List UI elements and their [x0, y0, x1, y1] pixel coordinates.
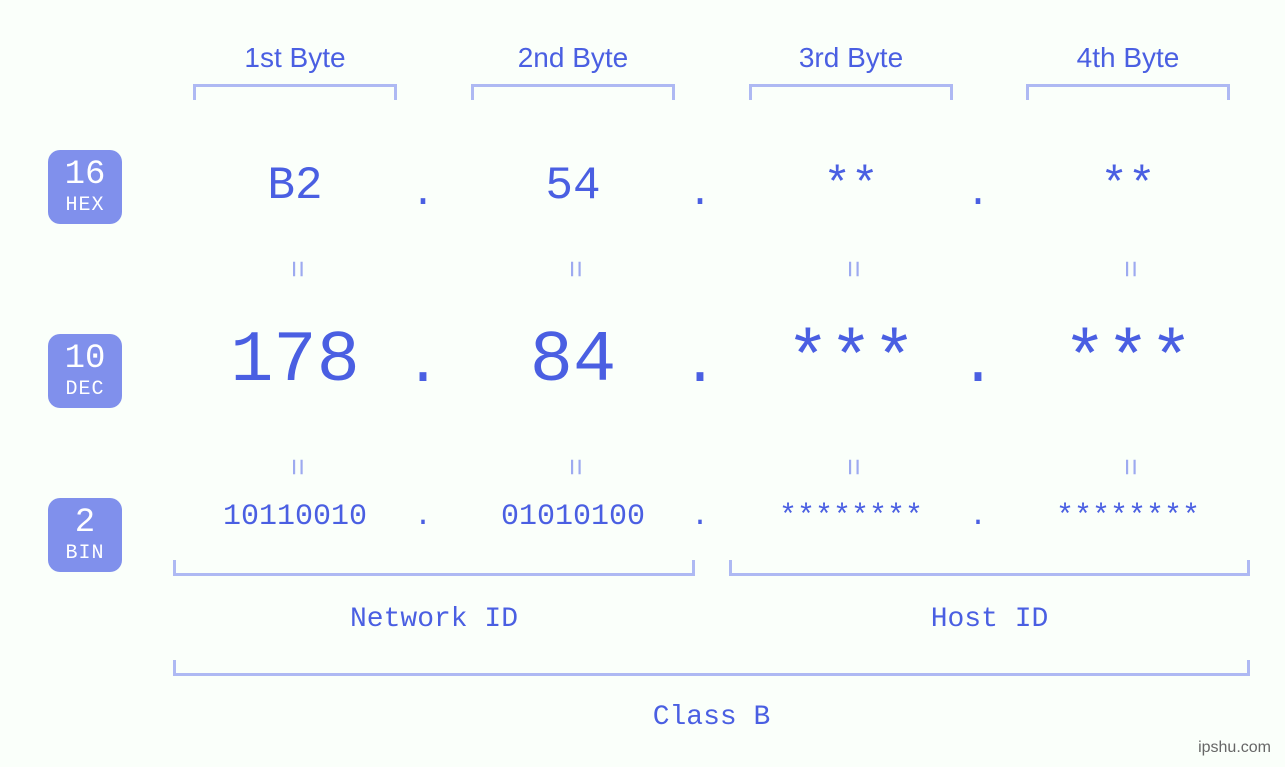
bin-dot-1: . — [398, 500, 448, 534]
eq1-3: = — [834, 249, 868, 289]
badge-bin-num: 2 — [75, 506, 95, 540]
dec-byte-4: *** — [998, 320, 1258, 402]
byte-label-3: 3rd Byte — [749, 42, 953, 74]
eq2-2: = — [556, 447, 590, 487]
badge-dec: 10 DEC — [48, 334, 122, 408]
hex-byte-2: 54 — [471, 160, 675, 212]
hex-byte-1: B2 — [193, 160, 397, 212]
badge-hex-num: 16 — [65, 158, 106, 192]
bin-dot-2: . — [675, 500, 725, 534]
byte-label-2: 2nd Byte — [471, 42, 675, 74]
dec-byte-1: 178 — [165, 320, 425, 402]
bin-byte-1: 10110010 — [165, 500, 425, 534]
badge-bin: 2 BIN — [48, 498, 122, 572]
watermark: ipshu.com — [1198, 739, 1271, 757]
eq2-1: = — [278, 447, 312, 487]
bracket-byte-4 — [1026, 84, 1230, 100]
badge-dec-name: DEC — [65, 380, 104, 400]
bracket-host — [729, 560, 1250, 576]
badge-bin-name: BIN — [65, 544, 104, 564]
dec-byte-2: 84 — [443, 320, 703, 402]
badge-hex: 16 HEX — [48, 150, 122, 224]
byte-label-4: 4th Byte — [1026, 42, 1230, 74]
bin-byte-4: ******** — [998, 500, 1258, 534]
bin-byte-2: 01010100 — [443, 500, 703, 534]
dec-byte-3: *** — [721, 320, 981, 402]
label-network: Network ID — [173, 604, 695, 635]
hex-dot-3: . — [953, 172, 1003, 217]
eq1-1: = — [278, 249, 312, 289]
byte-label-1: 1st Byte — [193, 42, 397, 74]
hex-byte-3: ** — [749, 160, 953, 212]
bracket-byte-2 — [471, 84, 675, 100]
label-class: Class B — [173, 702, 1250, 733]
dec-dot-3: . — [953, 332, 1003, 400]
badge-hex-name: HEX — [65, 196, 104, 216]
label-host: Host ID — [729, 604, 1250, 635]
hex-byte-4: ** — [1026, 160, 1230, 212]
badge-dec-num: 10 — [65, 342, 106, 376]
eq2-3: = — [834, 447, 868, 487]
bin-dot-3: . — [953, 500, 1003, 534]
bin-byte-3: ******** — [721, 500, 981, 534]
dec-dot-1: . — [398, 332, 448, 400]
eq1-4: = — [1111, 249, 1145, 289]
bracket-network — [173, 560, 695, 576]
eq2-4: = — [1111, 447, 1145, 487]
bracket-byte-3 — [749, 84, 953, 100]
bracket-byte-1 — [193, 84, 397, 100]
hex-dot-2: . — [675, 172, 725, 217]
bracket-class — [173, 660, 1250, 676]
hex-dot-1: . — [398, 172, 448, 217]
dec-dot-2: . — [675, 332, 725, 400]
eq1-2: = — [556, 249, 590, 289]
